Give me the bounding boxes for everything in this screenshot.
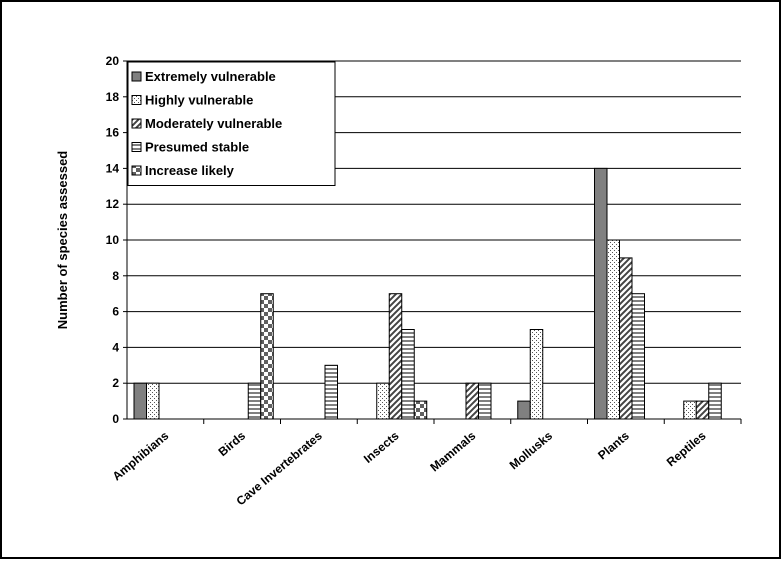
bar-mammals-presumed-stable [478,382,492,420]
legend-label-highly-vulnerable: Highly vulnerable [145,93,253,108]
legend-label-moderately-vulnerable: Moderately vulnerable [145,116,282,131]
y-tick-label: 10 [106,233,120,247]
bar-mammals-moderately-vulnerable [465,382,479,420]
y-tick-label: 6 [112,305,119,319]
y-tick-label: 16 [106,126,120,140]
bar-insects-highly-vulnerable [376,382,390,420]
y-tick-label: 18 [106,90,120,104]
bar-insects-presumed-stable [401,329,415,420]
y-tick-label: 20 [106,54,120,68]
y-tick-labels: 0 2 4 6 8 10 12 14 16 18 20 [106,54,120,426]
bar-cave-invertebrates-presumed-stable [324,364,338,420]
y-tick-label: 4 [112,340,119,354]
bar-plants-moderately-vulnerable [619,257,633,420]
bar-amphibians-extremely-vulnerable [133,382,147,420]
legend-swatch-extremely-vulnerable [131,71,142,82]
legend-swatch-highly-vulnerable [131,95,142,105]
y-tick-label: 2 [112,376,119,390]
legend-box [127,61,336,186]
bar-reptiles-presumed-stable [708,382,722,420]
bar-birds-increase-likely [260,293,274,420]
legend-swatch-presumed-stable [131,142,142,152]
bar-reptiles-moderately-vulnerable [695,400,710,420]
legend-swatch-increase-likely [131,165,142,176]
bar-plants-extremely-vulnerable [594,167,608,420]
y-tick-label: 0 [112,412,119,426]
bar-plants-presumed-stable [631,293,645,420]
bar-reptiles-highly-vulnerable [683,400,697,420]
legend-label-presumed-stable: Presumed stable [145,140,249,155]
legend: Extremely vulnerable Highly vulnerable Mod… [127,61,336,186]
y-tick-label: 8 [112,269,119,283]
bar-birds-presumed-stable [247,382,262,420]
legend-swatch-moderately-vulnerable [131,118,142,129]
axes [123,60,742,424]
y-tick-label: 14 [106,161,120,175]
legend-label-extremely-vulnerable: Extremely vulnerable [145,69,276,84]
y-axis-label: Number of species assessed [55,151,70,330]
bar-mollusks-highly-vulnerable [529,329,544,420]
bar-insects-increase-likely [413,400,428,420]
bar-amphibians-highly-vulnerable [146,382,160,420]
legend-label-increase-likely: Increase likely [145,163,235,178]
y-tick-label: 12 [106,197,120,211]
bar-insects-moderately-vulnerable [388,293,403,420]
bars [133,167,722,420]
bar-mollusks-extremely-vulnerable [517,400,531,420]
bar-plants-highly-vulnerable [606,239,620,420]
